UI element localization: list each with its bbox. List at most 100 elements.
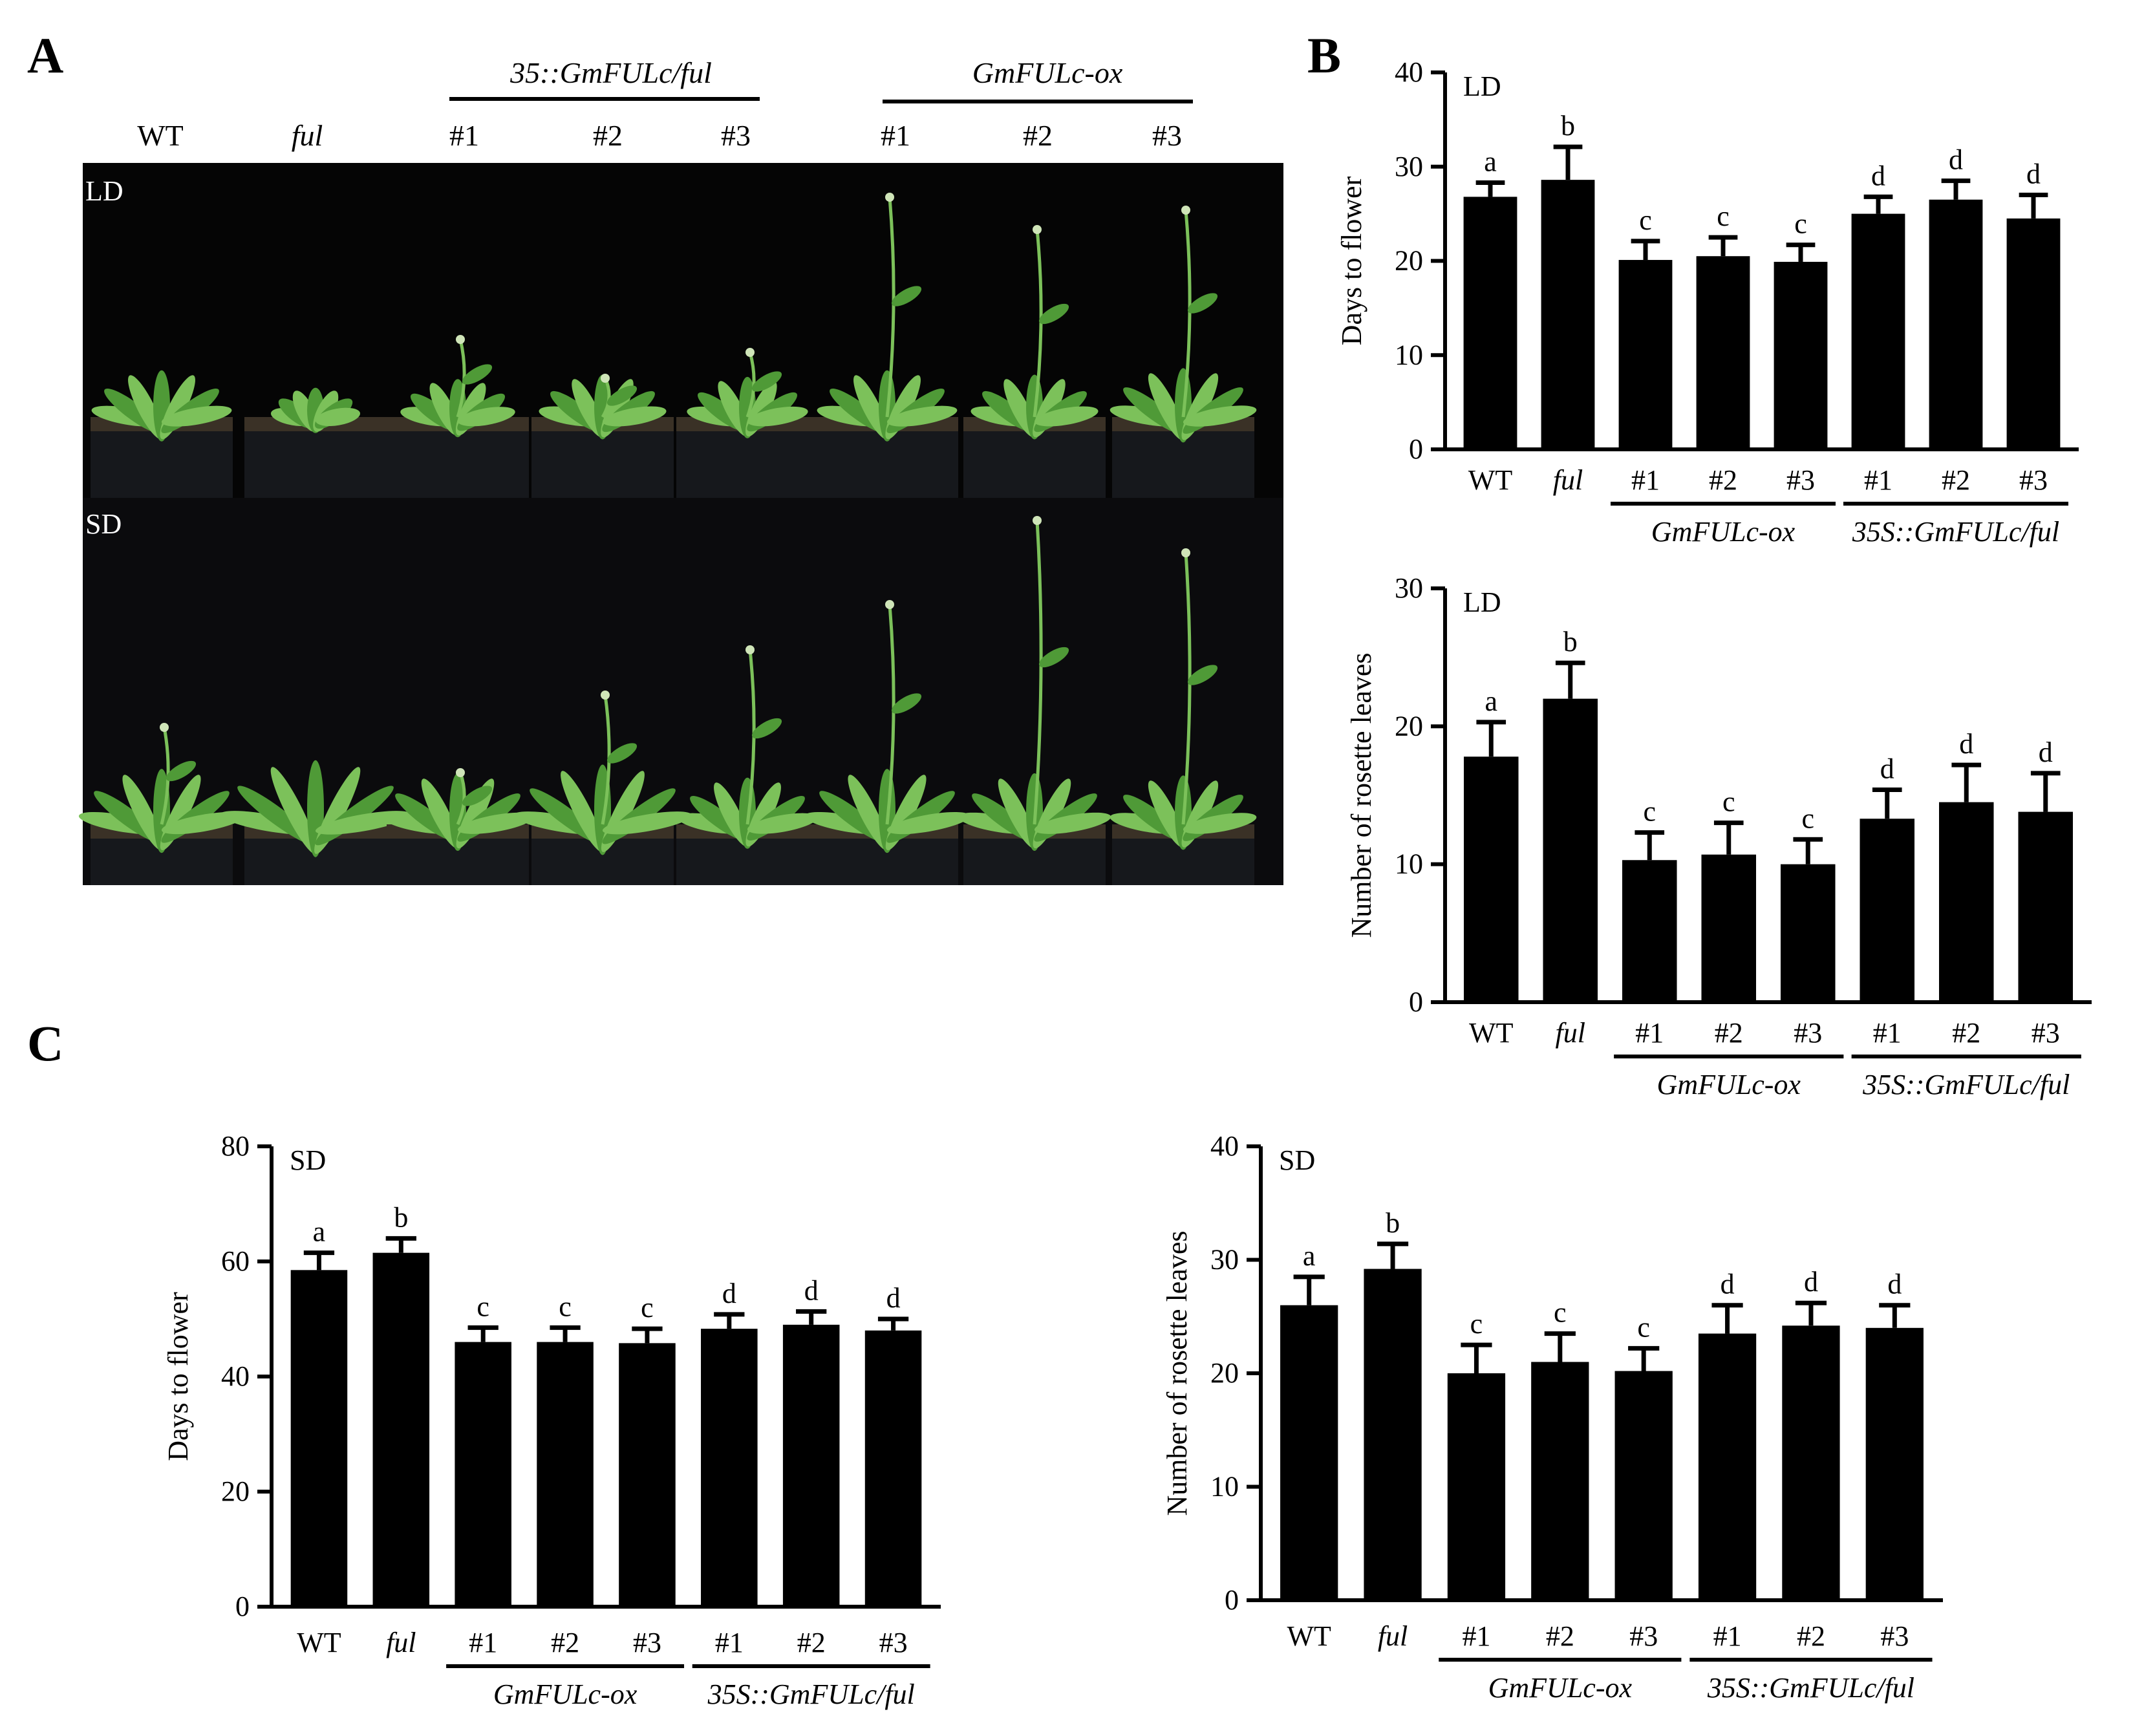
category-label: #3: [2032, 1017, 2060, 1049]
condition-label: LD: [1463, 586, 1501, 618]
condition-label: SD: [1279, 1144, 1315, 1176]
bar: [1280, 1305, 1338, 1600]
bar: [1696, 256, 1750, 449]
rosette-sd-0: [78, 769, 245, 853]
y-tick-label: 20: [221, 1475, 250, 1507]
bar: [1531, 1362, 1589, 1600]
panel-label-c: C: [27, 1015, 63, 1071]
significance-letter: c: [1643, 796, 1656, 828]
category-label: #2: [797, 1627, 826, 1658]
significance-letter: c: [1801, 802, 1814, 834]
significance-letter: c: [1717, 200, 1730, 232]
category-label: ful: [1378, 1620, 1408, 1652]
bar: [1774, 261, 1828, 449]
category-label: #2: [1942, 464, 1970, 496]
plant-row-sd: [78, 516, 1257, 885]
category-label: WT: [1287, 1620, 1331, 1652]
photo-pot-label-ox-1: #1: [881, 119, 910, 152]
significance-letter: c: [1554, 1297, 1567, 1329]
category-label: #3: [1786, 464, 1815, 496]
group-label: GmFULc-ox: [1488, 1672, 1633, 1704]
bar: [1463, 197, 1517, 449]
bar: [290, 1270, 348, 1607]
bar: [1865, 1327, 1924, 1600]
significance-letter: d: [886, 1282, 901, 1314]
rosette-ld-4: [687, 376, 808, 438]
panel-label-a: A: [27, 27, 63, 83]
chart-rosette-leaves-sd: 0 10 20 30 40 Number of rosette leaves SD a WT b f…: [1161, 1130, 1943, 1704]
y-tick-label: 10: [1395, 848, 1423, 880]
group-label: GmFULc-ox: [1651, 516, 1796, 548]
group-label: 35S::GmFULc/ful: [707, 1678, 915, 1710]
bar: [2018, 811, 2074, 1002]
bar: [372, 1252, 430, 1607]
significance-letter: d: [1804, 1266, 1818, 1298]
category-label: #2: [551, 1627, 579, 1658]
significance-letter: a: [1303, 1240, 1316, 1272]
bar: [1938, 802, 1994, 1002]
significance-letter: d: [1721, 1269, 1735, 1300]
category-label: ful: [1553, 464, 1583, 496]
y-tick-label: 80: [221, 1130, 250, 1162]
significance-letter: d: [1887, 1269, 1902, 1300]
bar: [1782, 1325, 1840, 1600]
significance-letter: c: [1794, 208, 1807, 240]
bar: [782, 1324, 840, 1607]
significance-letter: c: [1637, 1311, 1650, 1343]
category-label: #2: [1797, 1620, 1825, 1652]
category-label: #3: [2019, 464, 2048, 496]
y-tick-label: 0: [235, 1591, 250, 1622]
photo-pot-label-ox-2: #2: [1023, 119, 1053, 152]
rosette-ld-0: [91, 370, 232, 442]
bar: [1618, 260, 1673, 449]
stem-sd-6: [1033, 520, 1043, 825]
bar: [1614, 1371, 1673, 1600]
bar: [1364, 1269, 1422, 1600]
rosette-ld-6: [970, 374, 1099, 440]
group-label: 35S::GmFULc/ful: [1707, 1672, 1914, 1704]
y-tick-label: 10: [1395, 339, 1423, 370]
category-label: #1: [469, 1627, 497, 1658]
category-label: #2: [1546, 1620, 1574, 1652]
rosette-sd-2: [381, 773, 535, 851]
plant-row-ld: [91, 193, 1257, 498]
category-label: #1: [1864, 464, 1892, 496]
y-tick-label: 20: [1395, 245, 1423, 277]
photo-group-label-complemented: 35::GmFULc/ful: [509, 56, 712, 89]
rosette-sd-7: [1110, 775, 1257, 850]
bar: [619, 1343, 676, 1607]
category-label: #1: [1873, 1017, 1902, 1049]
bar: [537, 1342, 594, 1607]
significance-letter: d: [804, 1274, 819, 1306]
bar: [1463, 756, 1519, 1002]
category-label: #1: [715, 1627, 744, 1658]
y-axis-label: Days to flower: [162, 1292, 194, 1461]
group-label: GmFULc-ox: [1657, 1069, 1801, 1100]
significance-letter: c: [641, 1292, 654, 1323]
y-tick-label: 40: [1210, 1130, 1239, 1162]
category-label: #3: [1794, 1017, 1822, 1049]
rosette-ld-1: [270, 387, 361, 433]
photo-pot-label-comp-2: #2: [593, 119, 623, 152]
bar: [1929, 199, 1983, 449]
photo-group-label-overexpression: GmFULc-ox: [972, 56, 1123, 89]
significance-letter: b: [394, 1201, 408, 1233]
bar: [1780, 864, 1836, 1002]
photo-condition-sd: SD: [85, 508, 122, 540]
chart-rosette-leaves-ld: 0 10 20 30 Number of rosette leaves LD a WT b ful…: [1346, 572, 2092, 1100]
photo-pot-label-comp-3: #3: [721, 119, 751, 152]
condition-label: SD: [290, 1144, 326, 1176]
group-label: GmFULc-ox: [493, 1678, 638, 1710]
category-label: #1: [1631, 464, 1660, 496]
significance-letter: a: [1485, 685, 1497, 717]
bar: [864, 1330, 922, 1607]
significance-letter: c: [1639, 204, 1652, 236]
category-label: WT: [297, 1627, 341, 1658]
bar: [1860, 819, 1915, 1002]
condition-label: LD: [1463, 70, 1501, 102]
rosette-sd-6: [958, 773, 1111, 851]
bar: [1851, 213, 1905, 449]
y-axis-label: Days to flower: [1336, 176, 1367, 345]
y-axis-label: Number of rosette leaves: [1161, 1230, 1193, 1516]
